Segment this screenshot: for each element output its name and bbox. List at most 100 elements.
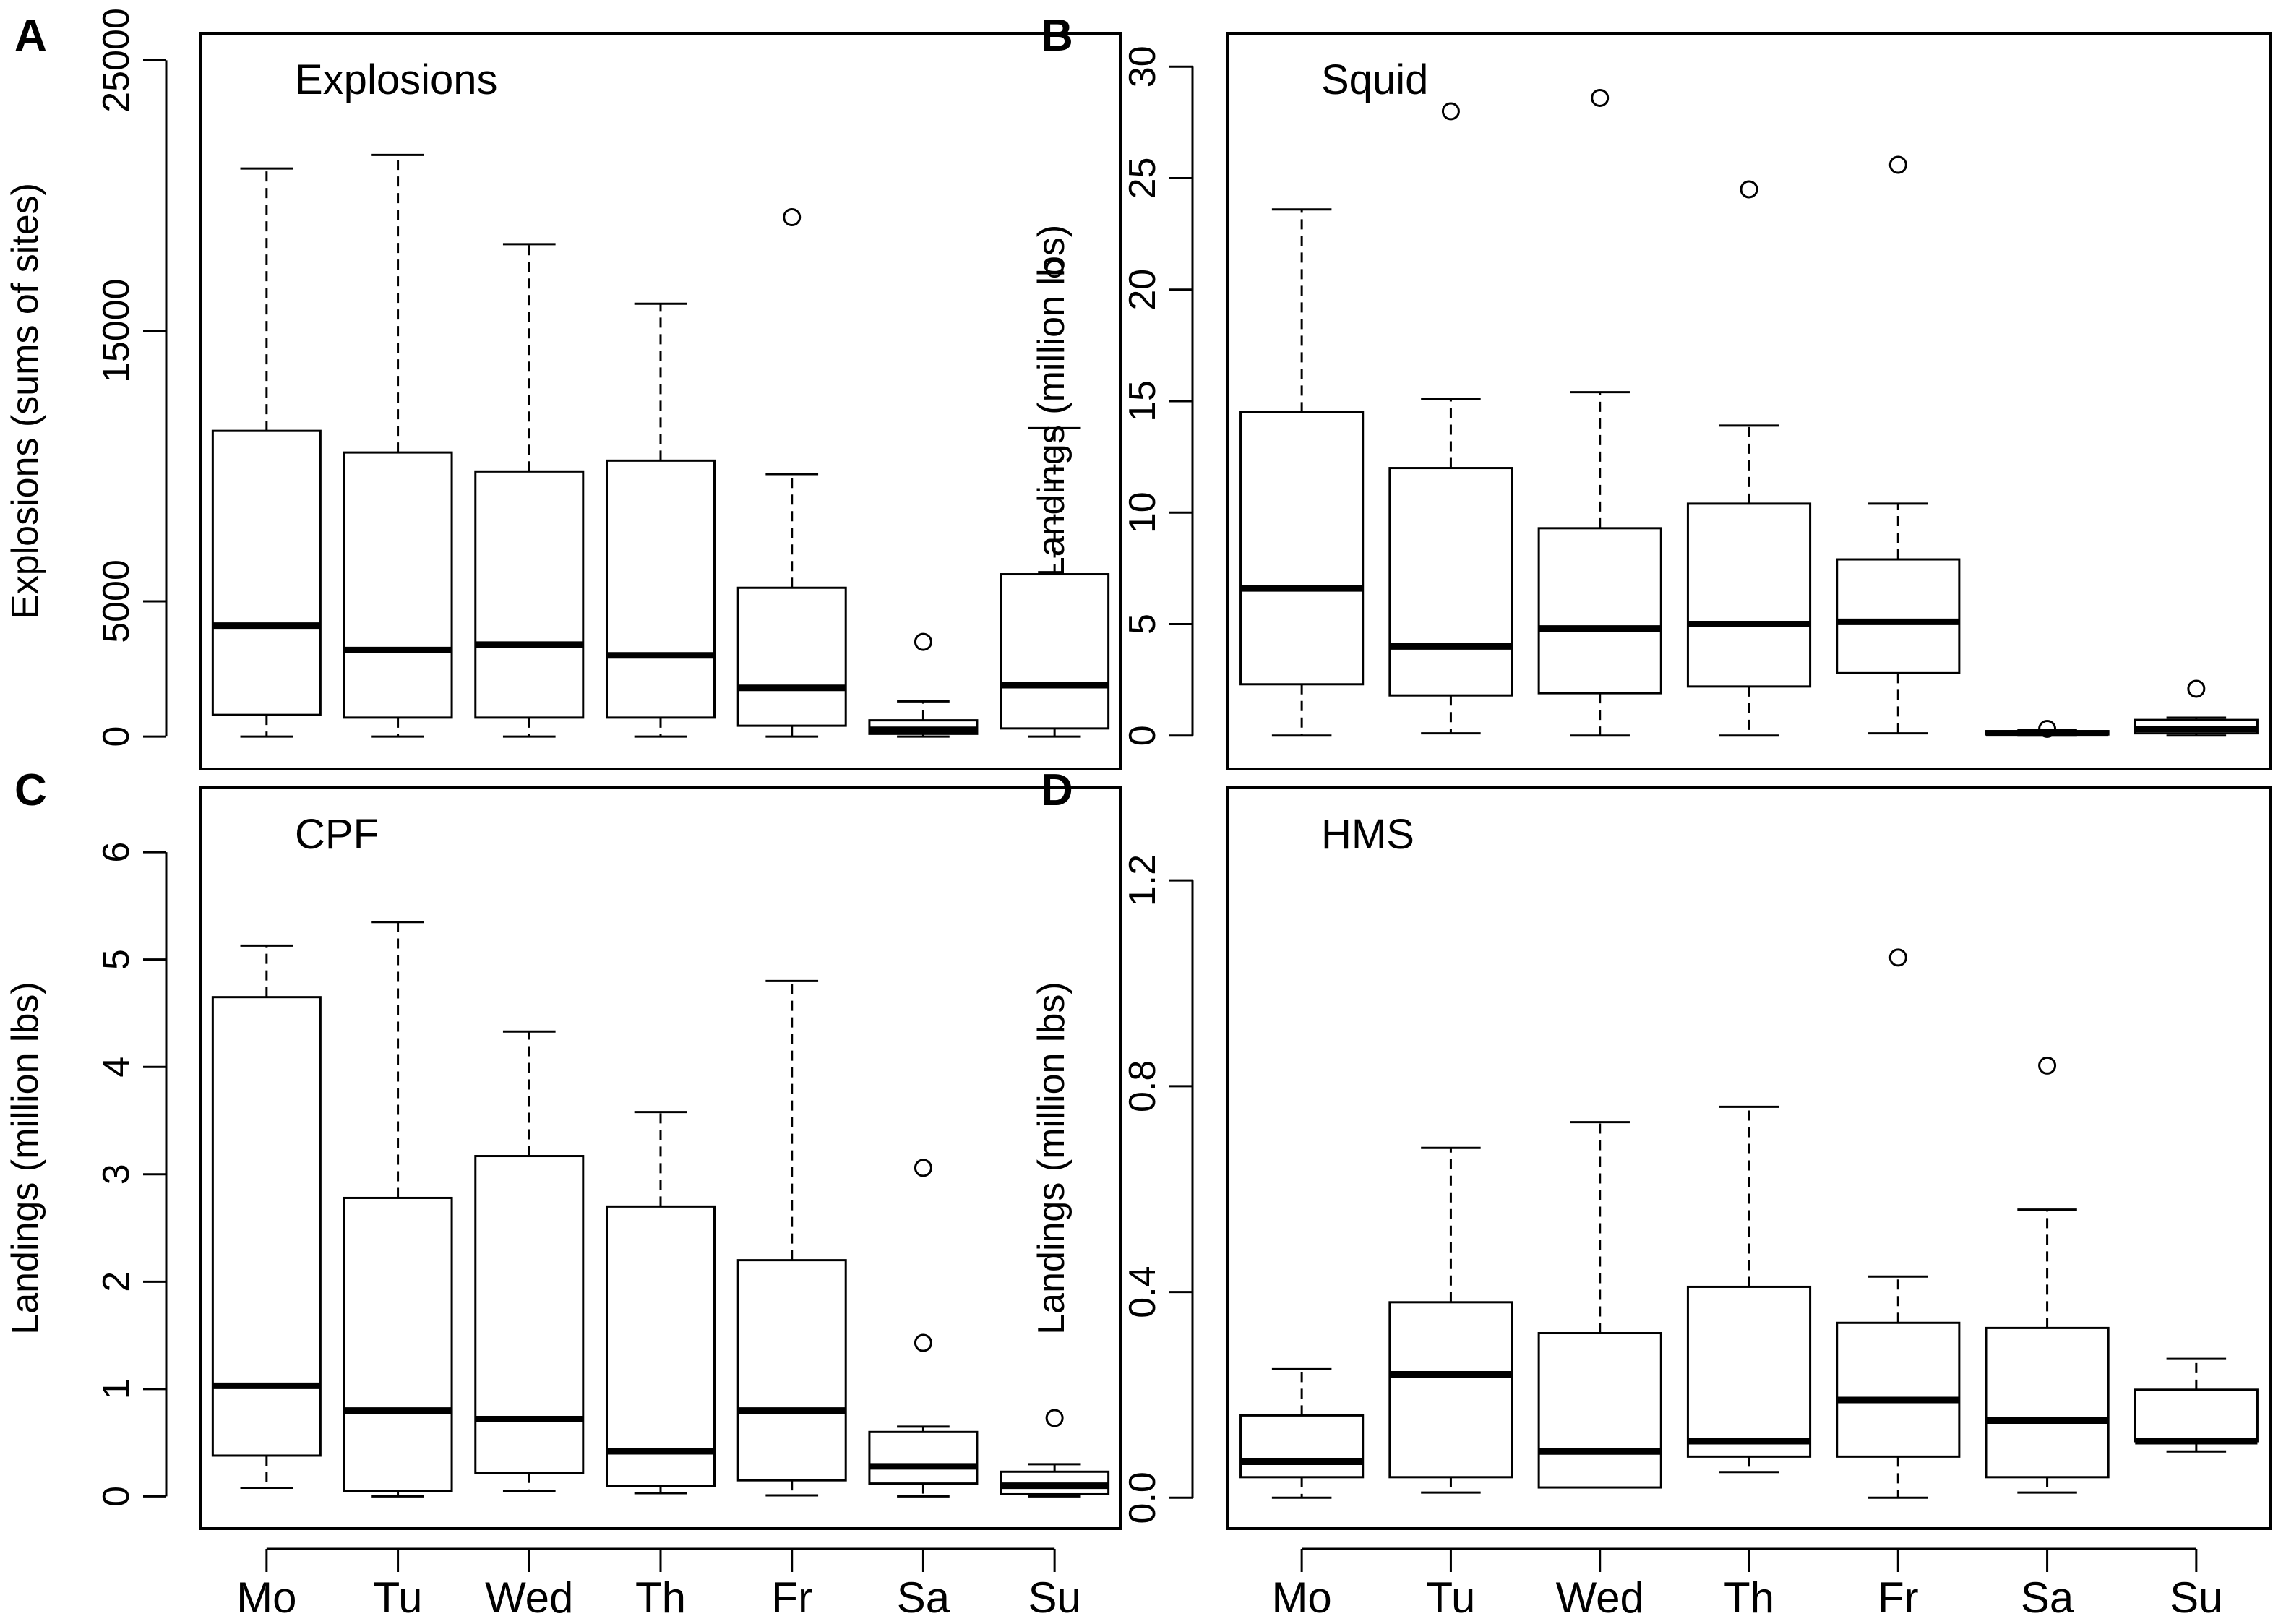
iqr-box [1000, 573, 1110, 730]
outlier-point [1888, 155, 1907, 174]
box-th [1686, 180, 1812, 737]
plot-frame [199, 32, 1122, 770]
box-su [2134, 679, 2259, 737]
y-tick-label: 2 [95, 1271, 137, 1292]
x-tick-label: Fr [771, 1573, 812, 1622]
iqr-box [211, 429, 322, 716]
y-tick-label: 5 [95, 949, 137, 970]
iqr-box [2134, 1388, 2259, 1443]
x-tick-label: Mo [1271, 1573, 1331, 1622]
outlier-point [2187, 679, 2206, 698]
x-tick-label: Tu [1427, 1573, 1476, 1622]
iqr-box [605, 459, 716, 719]
panel-title: CPF [295, 811, 379, 858]
panel-letter: A [14, 11, 47, 61]
y-tick-label: 3 [95, 1164, 137, 1185]
y-tick-label: 1 [95, 1378, 137, 1399]
iqr-box [1836, 558, 1961, 674]
box-mo [1239, 208, 1365, 737]
iqr-box [1686, 1285, 1812, 1458]
box-mo [211, 167, 322, 738]
y-tick-label: 0 [95, 726, 137, 747]
iqr-box [1388, 467, 1513, 697]
iqr-box [605, 1205, 716, 1487]
box-sa [868, 632, 979, 738]
panel-d: D HMS 0.0 0.4 0.8 1.2 Landings (million lbs) Mo… [1031, 765, 2272, 1622]
outlier-point [1591, 88, 1610, 107]
x-tick-label: Mo [236, 1573, 296, 1622]
box-th [605, 302, 716, 738]
iqr-box [343, 451, 453, 719]
outlier-point [783, 208, 802, 226]
box-sa [1985, 1056, 2110, 1494]
outlier-point [1045, 259, 1064, 278]
x-tick-label: Su [2170, 1573, 2222, 1622]
outlier-point [914, 632, 932, 651]
box-fr [736, 979, 847, 1497]
y-tick-label: 6 [95, 842, 137, 863]
y-tick-label: 15000 [95, 278, 137, 383]
iqr-box [1985, 1326, 2110, 1479]
box-th [605, 1111, 716, 1495]
panel-title: Squid [1321, 56, 1428, 103]
box-fr [736, 208, 847, 738]
outlier-point [914, 1159, 932, 1177]
panel-title: HMS [1321, 811, 1414, 858]
panel-letter: B [1041, 11, 1073, 61]
y-tick-label: 20 [1122, 269, 1164, 311]
iqr-box [1388, 1301, 1513, 1479]
iqr-box [211, 996, 322, 1457]
iqr-box [474, 1155, 585, 1474]
box-sa [1985, 719, 2110, 738]
box-tu [343, 921, 453, 1498]
outlier-point [1441, 102, 1460, 121]
y-axis-title: Landings (million lbs) [4, 981, 46, 1334]
box-su [1000, 259, 1110, 738]
y-tick-label: 0 [1122, 725, 1164, 746]
panel-letter: D [1041, 765, 1073, 815]
box-th [1686, 1105, 1812, 1474]
x-tick-label: Sa [897, 1573, 950, 1622]
box-sa [868, 1159, 979, 1498]
iqr-box [1686, 502, 1812, 688]
iqr-box [736, 1259, 847, 1482]
box-wed [1537, 1121, 1662, 1489]
y-tick-label: 0 [95, 1486, 137, 1507]
plot-frame [1226, 32, 2272, 770]
y-tick-label: 1.2 [1122, 854, 1164, 906]
panel-title: Explosions [295, 56, 497, 103]
box-su [1000, 1409, 1110, 1498]
outlier-point [914, 1333, 932, 1352]
outlier-point [1740, 180, 1758, 199]
plot-frame [1226, 786, 2272, 1530]
y-tick-label: 10 [1122, 491, 1164, 533]
iqr-box [868, 1430, 979, 1485]
x-tick-label: Wed [485, 1573, 573, 1622]
box-fr [1836, 155, 1961, 735]
box-wed [474, 243, 585, 738]
iqr-box [1836, 1321, 1961, 1458]
iqr-box [343, 1196, 453, 1492]
y-tick-label: 0.8 [1122, 1060, 1164, 1112]
iqr-box [1537, 1332, 1662, 1489]
panel-b: B Squid 0 5 10 15 20 25 30 Landings (million lbs) [1031, 11, 2272, 770]
y-axis-title: Explosions (sums of sites) [4, 183, 46, 619]
box-wed [474, 1030, 585, 1492]
box-tu [1388, 1146, 1513, 1494]
x-tick-label: Th [1724, 1573, 1774, 1622]
panel-letter: C [14, 765, 47, 815]
box-mo [1239, 1367, 1365, 1499]
y-axis-title: Landings (million lbs) [1031, 981, 1073, 1334]
y-tick-label: 25000 [95, 8, 137, 113]
y-axis-title: Landings (million lbs) [1031, 225, 1073, 577]
x-tick-label: Wed [1556, 1573, 1644, 1622]
x-tick-label: Sa [2021, 1573, 2074, 1622]
box-mo [211, 944, 322, 1490]
plot-frame [199, 786, 1122, 1530]
x-tick-label: Tu [374, 1573, 423, 1622]
x-tick-label: Fr [1878, 1573, 1919, 1622]
iqr-box [1537, 527, 1662, 695]
panel-c: C CPF 0 1 2 3 4 5 6 Landings (million lbs) Mo Tu Wed… [4, 765, 1122, 1622]
y-tick-label: 0.0 [1122, 1472, 1164, 1524]
